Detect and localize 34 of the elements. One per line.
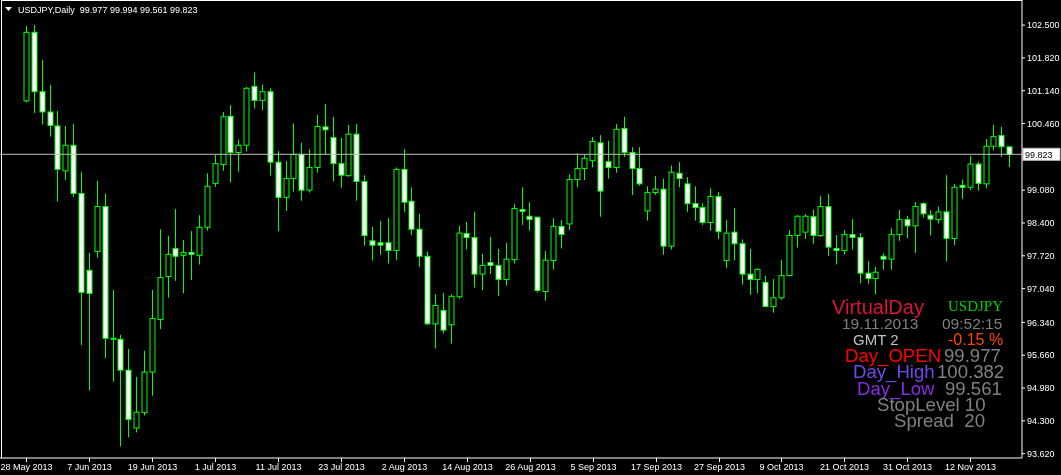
y-tick-label: 97.040 [1027, 283, 1055, 294]
x-tick-label: 7 Jun 2013 [67, 462, 112, 472]
ref-line-label: 99.823 [1025, 149, 1053, 160]
x-tick-label: 28 May 2013 [0, 462, 53, 472]
annotation: VirtualDay [832, 296, 924, 319]
y-tick-label: 101.820 [1027, 53, 1060, 64]
x-tick-label: 14 Aug 2013 [442, 462, 493, 472]
y-tick-label: 99.080 [1027, 185, 1055, 196]
annotation: USDJPY [948, 298, 1004, 315]
x-tick-label: 19 Jun 2013 [127, 462, 178, 472]
y-tick-label: 94.980 [1027, 383, 1055, 394]
x-tick-label: 11 Jul 2013 [255, 462, 302, 472]
x-tick-label: 12 Nov 2013 [944, 462, 997, 472]
x-tick-label: 5 Sep 2013 [570, 462, 617, 472]
annotation: 09:52:15 [942, 315, 1003, 333]
text: USDJPY,Daily 99.977 99.994 99.561 99.823 [18, 5, 198, 16]
x-tick-label: 17 Sep 2013 [630, 462, 683, 472]
y-tick-label: 94.300 [1027, 416, 1055, 427]
y-tick-label: 102.500 [1027, 20, 1060, 31]
x-tick-label: 31 Oct 2013 [882, 462, 933, 472]
y-tick-label: 98.400 [1027, 218, 1055, 229]
x-tick-label: 26 Aug 2013 [505, 462, 556, 472]
y-tick-label: 96.340 [1027, 317, 1055, 328]
y-tick-label: 93.620 [1027, 448, 1055, 459]
y-tick-label: 95.660 [1027, 350, 1055, 361]
y-tick-label: 97.720 [1027, 250, 1055, 261]
x-tick-label: 23 Jul 2013 [318, 462, 365, 472]
y-tick-label: 101.140 [1027, 85, 1060, 96]
y-tick-label: 100.460 [1027, 118, 1060, 129]
x-tick-label: 1 Jul 2013 [194, 462, 237, 472]
x-tick-label: 2 Aug 2013 [381, 462, 428, 472]
x-tick-label: 27 Sep 2013 [693, 462, 746, 472]
x-tick-label: 9 Oct 2013 [759, 462, 804, 472]
x-tick-label: 21 Oct 2013 [819, 462, 870, 472]
